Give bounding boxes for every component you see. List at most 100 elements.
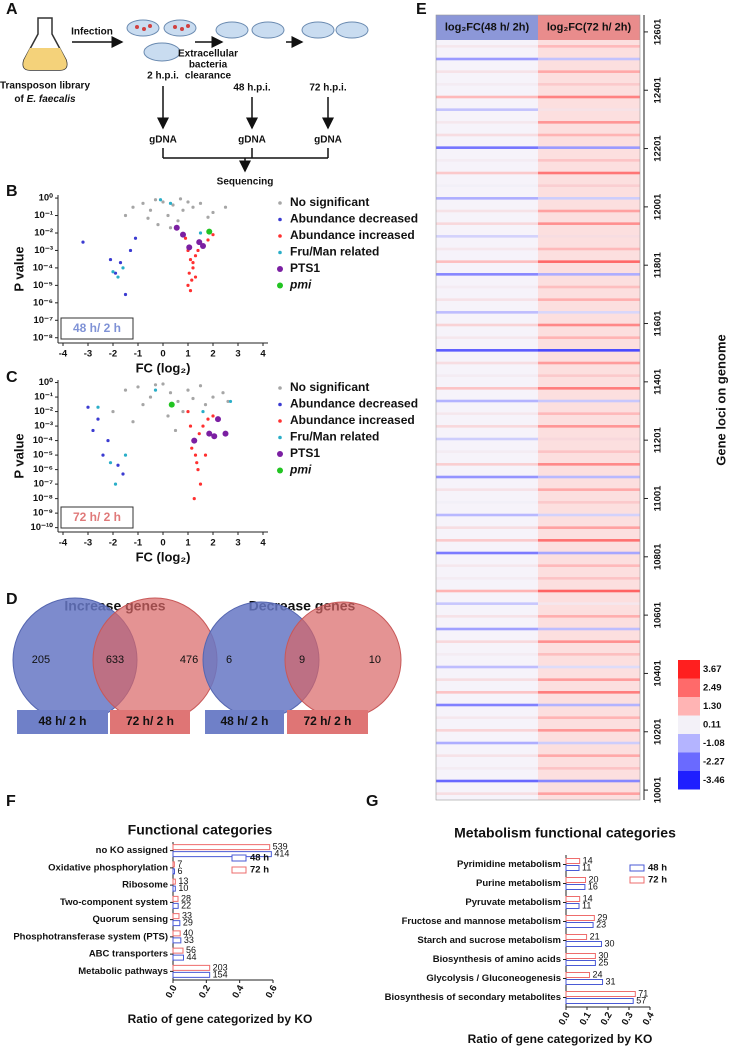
heatmap-cell <box>538 640 640 643</box>
clearance-label: bacteria <box>189 60 228 71</box>
heatmap-cell <box>436 285 538 289</box>
legend-marker <box>278 250 282 255</box>
heatmap-cell <box>538 349 640 352</box>
count-label: 10 <box>178 883 188 893</box>
data-point <box>133 236 138 240</box>
bar <box>565 991 636 997</box>
colorscale-swatch <box>678 734 700 753</box>
heatmap-cell <box>436 425 538 428</box>
y-tick-label: 10⁻⁷ <box>33 315 53 326</box>
count-label: 6 <box>178 866 183 876</box>
data-point <box>211 395 215 399</box>
count-label: 21 <box>590 931 600 941</box>
data-point <box>193 254 198 258</box>
heatmap-cell <box>538 146 640 149</box>
data-point <box>108 257 113 262</box>
category-label: Fructose and mannose metabolism <box>402 916 561 927</box>
count-label: 414 <box>274 849 289 859</box>
heatmap-cell <box>436 792 538 795</box>
x-tick-label: 0.4 <box>641 1010 657 1028</box>
x-tick-label: 0 <box>160 538 165 549</box>
y-tick-label: 10⁻³ <box>34 245 53 256</box>
data-point <box>187 271 191 275</box>
category-label: Two-component system <box>60 897 168 908</box>
data-point <box>168 401 175 408</box>
legend-label: Fru/Man related <box>290 245 379 259</box>
heatmap-cell <box>538 678 640 681</box>
heatmap-cell <box>538 133 640 137</box>
data-point <box>128 248 133 253</box>
data-point <box>198 482 203 486</box>
data-point <box>196 248 200 253</box>
timepoint-label: 72 h.p.i. <box>309 83 346 94</box>
timepoint-label: 2 h.p.i. <box>147 71 179 82</box>
legend-label: PTS1 <box>290 446 320 460</box>
data-point <box>173 428 178 433</box>
heatmap-cell <box>538 792 640 795</box>
data-point <box>106 438 110 443</box>
legend-marker <box>278 201 282 205</box>
library-species: of E. faecalis <box>14 94 76 105</box>
heatmap-cell <box>436 526 538 529</box>
count-label: 539 <box>273 842 288 852</box>
heatmap-cell <box>538 260 640 263</box>
bar <box>172 954 184 961</box>
data-point <box>180 231 186 238</box>
colorscale-label: 2.49 <box>703 682 722 693</box>
count-label: 30 <box>604 938 614 948</box>
heatmap-cell <box>436 95 538 99</box>
legend-label: Abundance increased <box>290 413 415 427</box>
heatmap-cell <box>436 691 538 694</box>
venn-count: 10 <box>369 654 381 666</box>
heatmap-cell <box>436 437 538 441</box>
y-tick-label: 10⁻² <box>34 228 53 239</box>
data-point <box>215 416 221 423</box>
data-point <box>222 430 229 437</box>
heatmap-cell <box>436 260 538 263</box>
gdna-label: gDNA <box>238 135 266 146</box>
heatmap-cell <box>436 501 538 504</box>
colorscale-swatch <box>678 771 700 790</box>
bar <box>565 941 602 947</box>
heatmap-cell <box>436 602 538 605</box>
data-point <box>203 453 208 457</box>
group-label: 48 h/ 2 h <box>38 714 86 728</box>
y-tick-label: 10001 <box>653 776 664 803</box>
x-tick-label: 0 <box>160 349 165 360</box>
y-tick-label: 10⁻⁴ <box>33 262 54 273</box>
data-point <box>186 244 193 251</box>
legend-marker <box>277 451 283 457</box>
heatmap-cell <box>538 374 640 377</box>
data-point <box>188 289 193 293</box>
heatmap-cell <box>538 551 640 555</box>
data-point <box>221 391 225 395</box>
data-point <box>211 433 218 440</box>
data-point <box>186 409 190 414</box>
bar <box>172 971 211 978</box>
heatmap-cell <box>436 703 538 707</box>
x-tick-label: -1 <box>134 349 143 360</box>
legend-label: pmi <box>289 463 312 477</box>
heatmap-cell <box>538 513 640 517</box>
data-point <box>206 238 210 242</box>
category-label: Metabolic pathways <box>78 966 168 977</box>
gdna-label: gDNA <box>314 135 342 146</box>
x-tick-label: 2 <box>210 349 215 360</box>
count-label: 11 <box>582 862 591 872</box>
heatmap-cell <box>436 209 538 213</box>
count-label: 20 <box>589 874 599 884</box>
data-point <box>223 205 228 209</box>
y-tick-label: 12201 <box>653 135 664 162</box>
data-point <box>153 388 158 392</box>
count-label: 7 <box>177 859 182 869</box>
y-tick-label: 10⁻² <box>34 406 53 417</box>
legend-marker <box>277 266 283 272</box>
heatmap-cell <box>538 437 640 441</box>
legend-label: 48 h <box>648 863 667 874</box>
heatmap-cell <box>538 412 640 415</box>
y-tick-label: 12601 <box>653 18 664 45</box>
data-point <box>191 396 195 401</box>
count-label: 30 <box>598 950 608 960</box>
colorscale-label: -1.08 <box>703 738 725 749</box>
data-point <box>121 472 125 476</box>
